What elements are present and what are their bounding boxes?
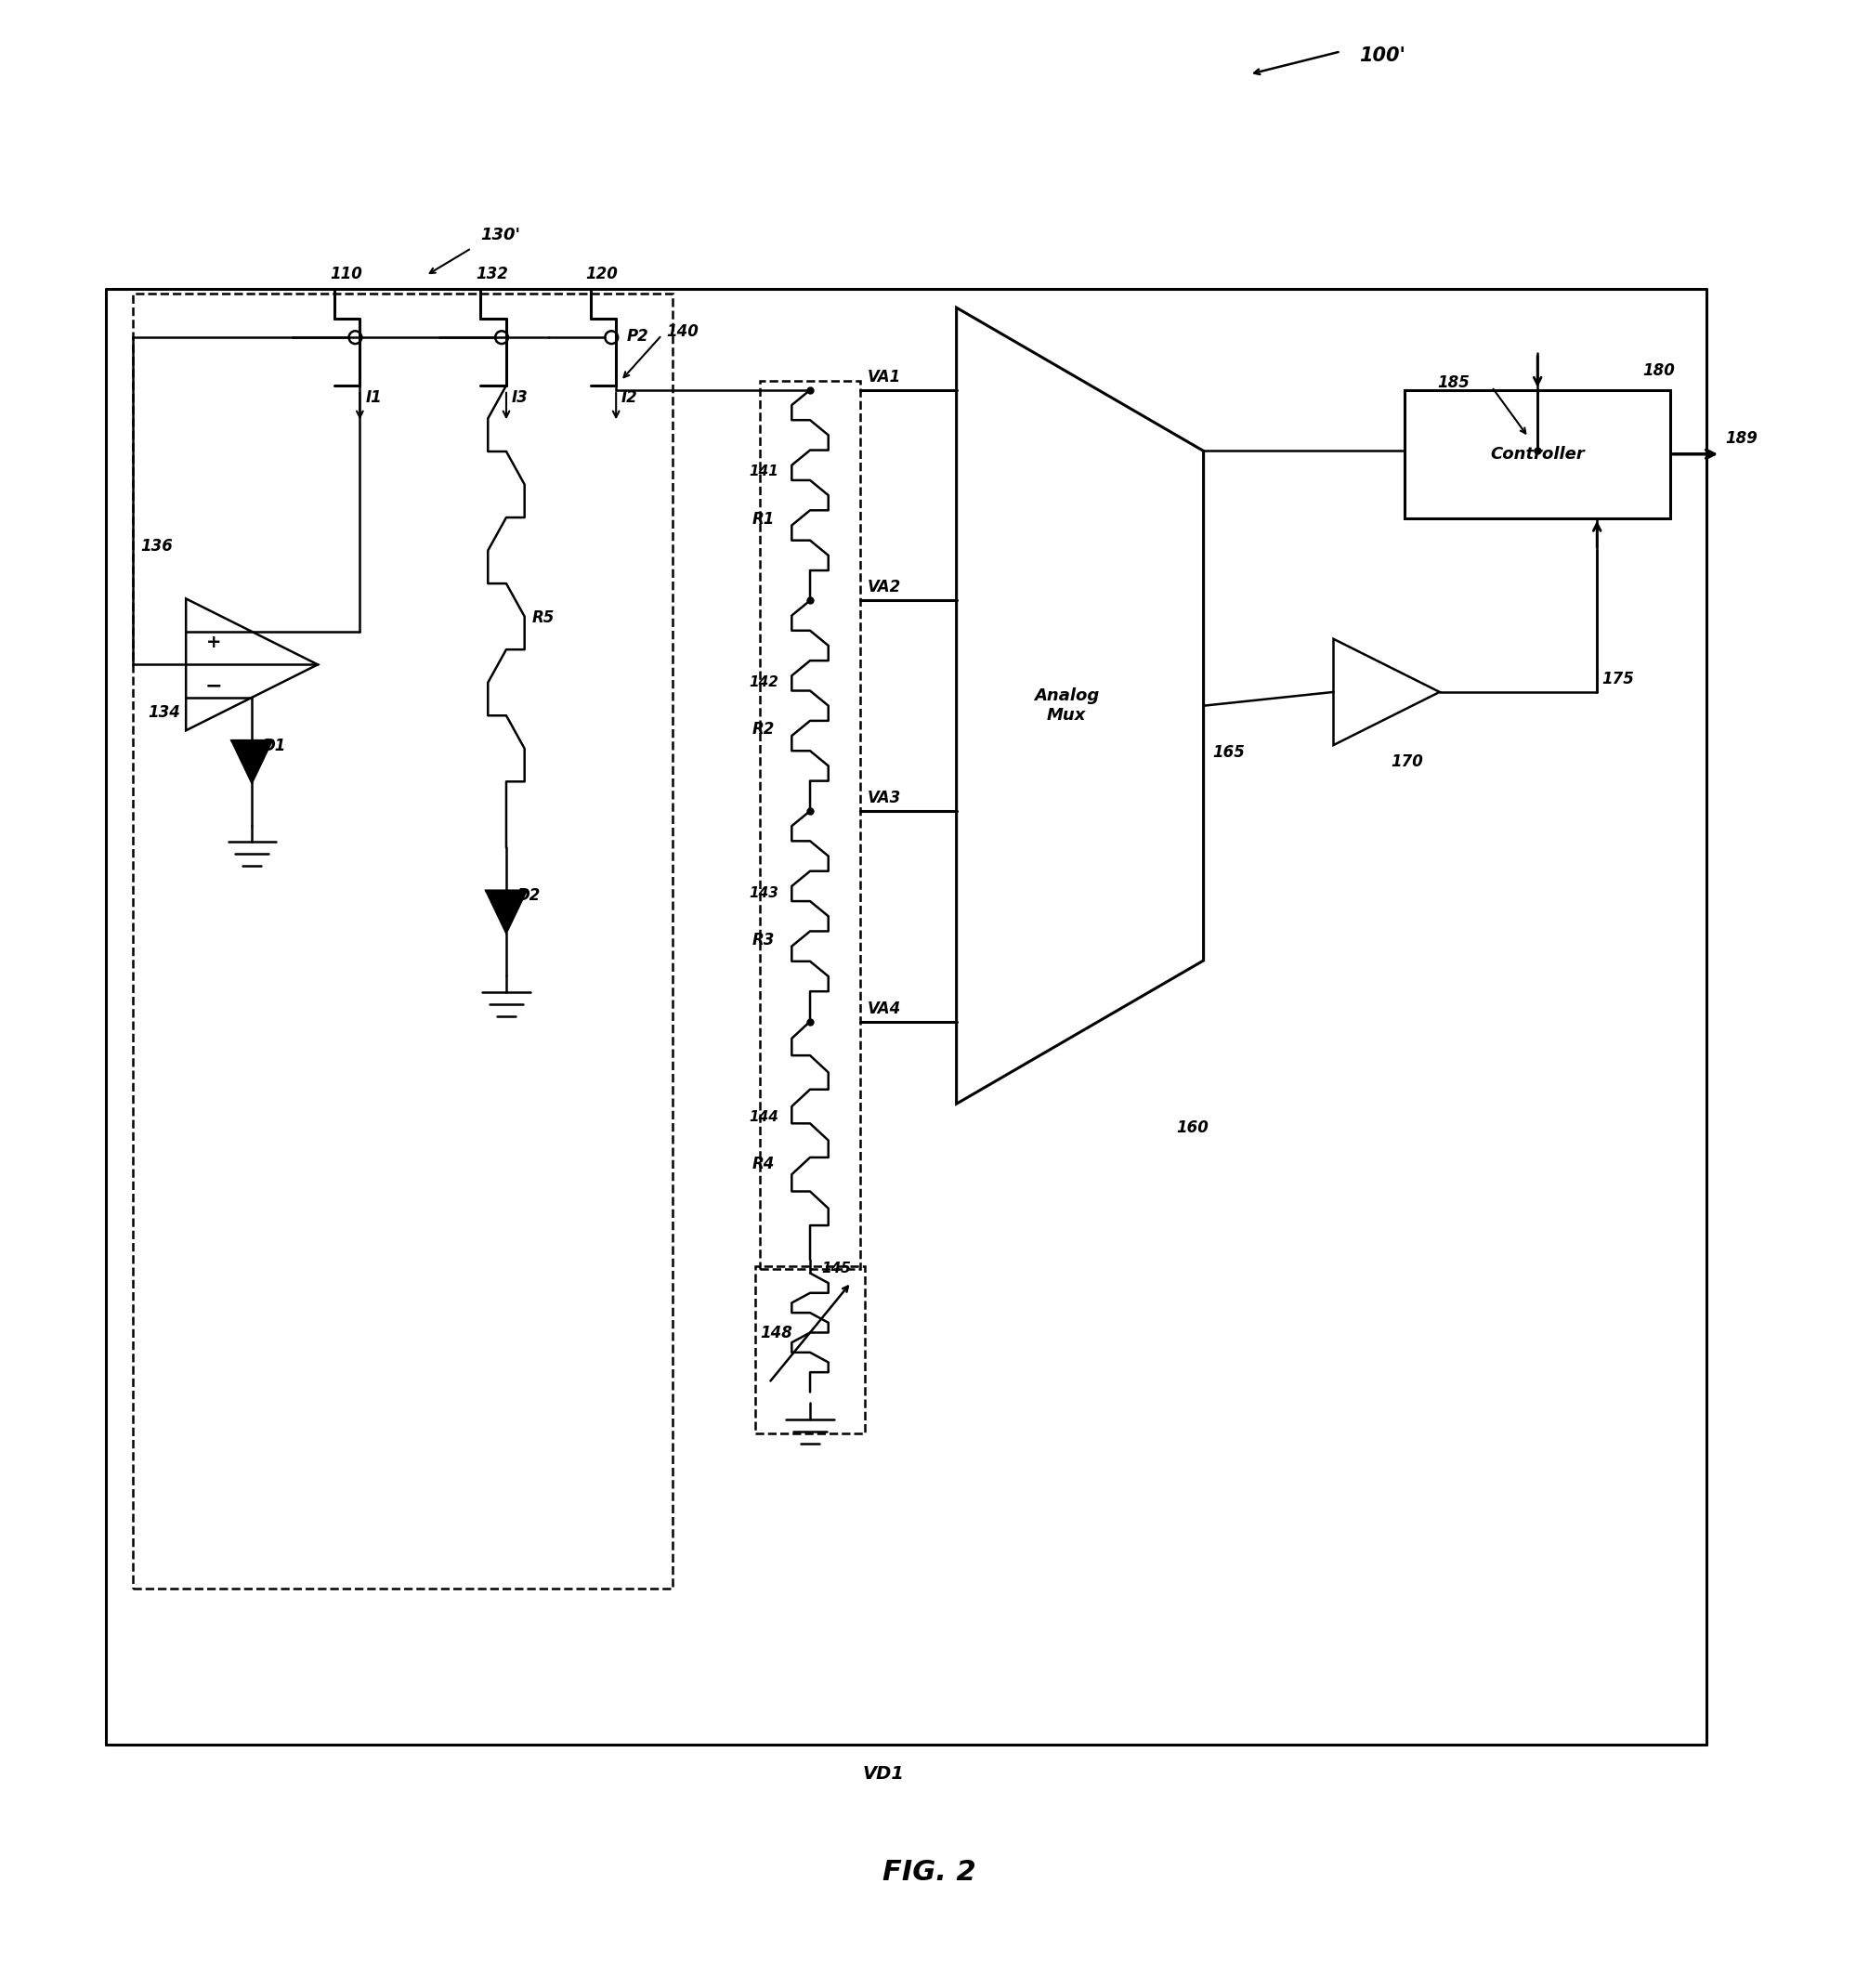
- Text: 142: 142: [749, 676, 778, 690]
- Text: +: +: [206, 634, 221, 652]
- Text: 130': 130': [480, 227, 521, 245]
- Text: 120: 120: [585, 264, 619, 282]
- Text: I1: I1: [364, 390, 381, 406]
- Text: 143: 143: [749, 887, 778, 901]
- Polygon shape: [232, 740, 273, 783]
- Text: R4: R4: [753, 1155, 776, 1173]
- Text: 189: 189: [1725, 429, 1757, 447]
- Bar: [759, 382, 860, 1268]
- Text: R5: R5: [533, 608, 555, 626]
- Text: Analog
Mux: Analog Mux: [1034, 688, 1099, 724]
- Text: VA4: VA4: [867, 1000, 901, 1018]
- Text: 136: 136: [140, 539, 172, 555]
- Text: Controller: Controller: [1490, 445, 1585, 463]
- Text: D1: D1: [264, 738, 286, 753]
- Text: 175: 175: [1602, 670, 1634, 688]
- Text: 110: 110: [329, 264, 363, 282]
- Bar: [1405, 390, 1671, 519]
- Text: VA2: VA2: [867, 579, 901, 596]
- Text: I3: I3: [512, 390, 529, 406]
- Text: 180: 180: [1643, 362, 1675, 380]
- Text: 134: 134: [148, 704, 179, 722]
- Text: 185: 185: [1437, 376, 1469, 392]
- Bar: [755, 1266, 865, 1433]
- Polygon shape: [486, 891, 527, 932]
- Text: 141: 141: [749, 465, 778, 479]
- Bar: [133, 294, 673, 1588]
- Text: I2: I2: [622, 390, 637, 406]
- Text: R2: R2: [753, 722, 776, 738]
- Text: 145: 145: [820, 1262, 850, 1276]
- Text: FIG. 2: FIG. 2: [882, 1859, 976, 1887]
- Text: 170: 170: [1391, 753, 1424, 769]
- Text: 100': 100': [1359, 46, 1405, 66]
- Text: 160: 160: [1176, 1119, 1209, 1135]
- Text: R1: R1: [753, 511, 776, 527]
- Text: 140: 140: [667, 322, 699, 340]
- Text: 148: 148: [759, 1326, 792, 1342]
- Text: −: −: [206, 678, 222, 696]
- Text: D2: D2: [518, 887, 540, 905]
- Text: VA3: VA3: [867, 789, 901, 807]
- Text: VA1: VA1: [867, 368, 901, 386]
- Text: R3: R3: [753, 932, 776, 948]
- Text: VD1: VD1: [862, 1765, 905, 1783]
- Text: 165: 165: [1213, 744, 1245, 761]
- Text: P2: P2: [626, 328, 649, 344]
- Text: 144: 144: [749, 1109, 778, 1123]
- Text: 132: 132: [477, 264, 508, 282]
